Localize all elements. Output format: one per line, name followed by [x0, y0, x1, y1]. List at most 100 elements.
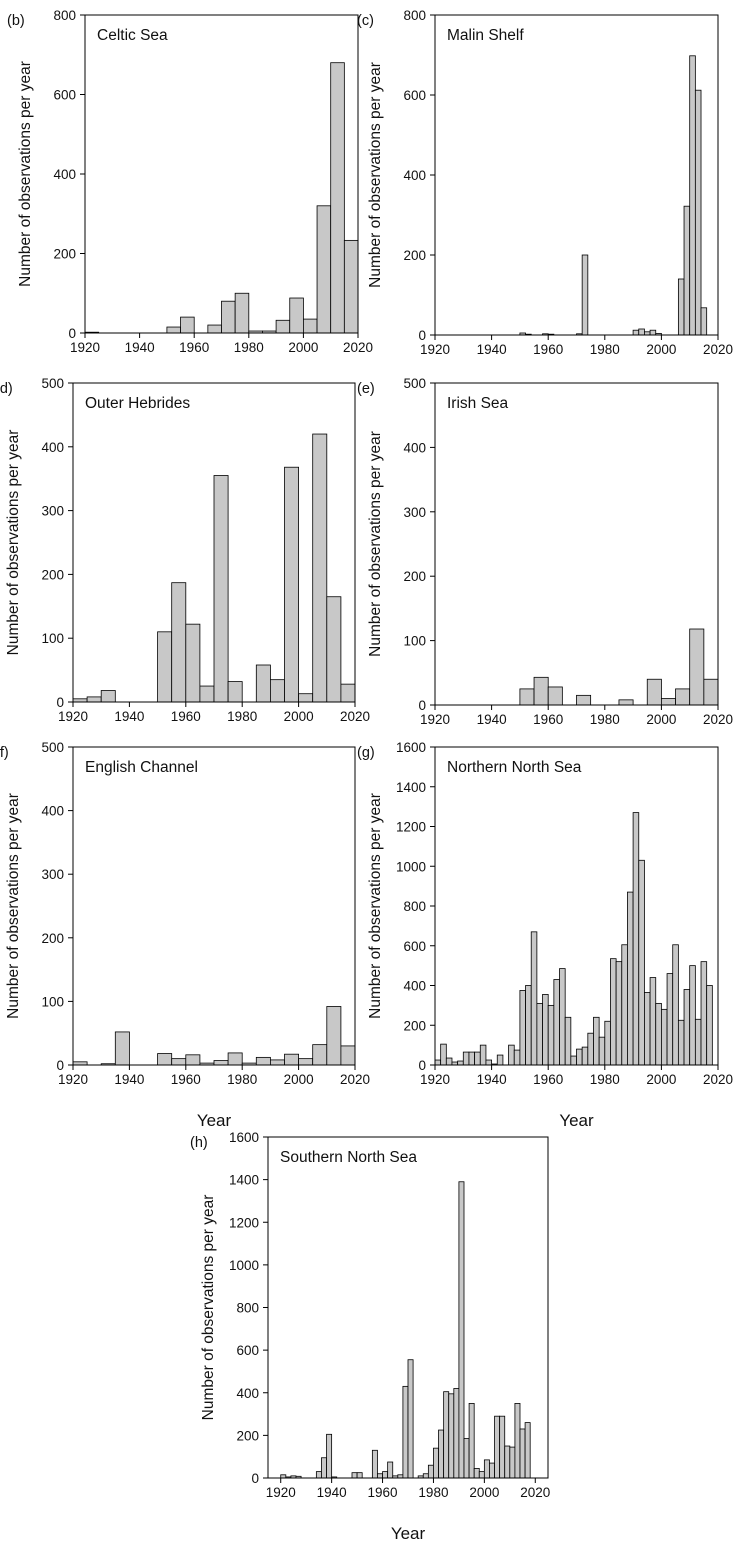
bar [700, 961, 708, 1066]
bar [683, 205, 691, 336]
x-tick-label: 1940 [477, 712, 507, 727]
x-axis-title: Year [197, 1111, 232, 1130]
bar [703, 678, 719, 706]
bar [86, 696, 102, 703]
bar [547, 686, 563, 706]
bar [536, 1002, 543, 1066]
bar [433, 1447, 439, 1479]
x-tick-label: 2020 [703, 712, 733, 727]
y-tick-label: 300 [41, 867, 64, 882]
bar [445, 1057, 453, 1066]
y-tick-label: 400 [403, 979, 426, 994]
bar [269, 679, 285, 703]
y-axis-title: Number of observations per year [367, 62, 384, 288]
x-tick-label: 2020 [340, 1072, 370, 1087]
y-tick-label: 0 [418, 1058, 426, 1073]
bar [666, 973, 674, 1066]
x-tick-label: 1940 [125, 340, 155, 355]
bar [644, 992, 651, 1066]
bar [672, 944, 679, 1066]
y-tick-label: 0 [418, 328, 426, 343]
bar [604, 1020, 611, 1066]
x-axis-title: Year [391, 1524, 426, 1543]
y-axis-title: Number of observations per year [5, 430, 22, 656]
bar [683, 989, 691, 1066]
bar [402, 1385, 409, 1479]
y-tick-label: 800 [236, 1301, 259, 1316]
bar [171, 1058, 187, 1066]
bar [576, 694, 592, 706]
bar [312, 433, 328, 703]
panel-letter: (e) [357, 381, 375, 397]
chart-panel: 1920 1940 1960 1980 2000 2020 0 200 400 600 800 (c)… [357, 8, 733, 357]
bar [157, 631, 173, 703]
bar [199, 685, 215, 703]
bar [330, 62, 345, 334]
y-tick-label: 200 [403, 1018, 426, 1033]
x-tick-label: 1980 [227, 709, 257, 724]
panel-title: Northern North Sea [447, 759, 582, 776]
bar [675, 688, 691, 706]
y-tick-label: 400 [403, 440, 426, 455]
bar [649, 977, 657, 1066]
bar [593, 1016, 600, 1066]
bar [185, 1054, 201, 1066]
x-tick-label: 1920 [58, 709, 88, 724]
bar [508, 1044, 515, 1066]
x-tick-label: 1920 [420, 342, 450, 357]
chart-panel: 1920 1940 1960 1980 2000 2020 0 100 200 300 400 500… [357, 376, 733, 727]
y-tick-label: 1400 [229, 1173, 259, 1188]
bar [694, 1018, 702, 1066]
bar [525, 985, 532, 1066]
y-axis-title: Number of observations per year [17, 61, 34, 287]
x-tick-label: 1920 [70, 340, 100, 355]
bar [302, 318, 318, 334]
y-tick-label: 1200 [229, 1215, 259, 1230]
bar [321, 1457, 327, 1479]
x-tick-label: 1960 [171, 709, 201, 724]
bar [213, 1060, 229, 1066]
bar [496, 1054, 504, 1066]
bar [638, 328, 645, 336]
bar [407, 1359, 414, 1479]
bar [448, 1393, 455, 1479]
bar [180, 316, 195, 334]
x-tick-label: 1920 [58, 1072, 88, 1087]
bar [587, 1032, 594, 1066]
y-tick-label: 100 [41, 631, 64, 646]
y-tick-label: 400 [236, 1386, 259, 1401]
bar [326, 596, 342, 703]
x-tick-label: 1920 [420, 1072, 450, 1087]
panel-title: Southern North Sea [280, 1149, 417, 1166]
bar [185, 623, 201, 703]
bar [298, 693, 314, 703]
bar [499, 1415, 506, 1479]
bar [504, 1445, 511, 1479]
bar [462, 1051, 470, 1066]
x-tick-label: 1960 [368, 1485, 398, 1500]
panel-letter: (d) [0, 381, 13, 397]
chart-panel: 1920 1940 1960 1980 2000 2020 0 200 400 600 800 100… [190, 1130, 550, 1543]
y-tick-label: 500 [41, 740, 64, 755]
bar [661, 1008, 668, 1066]
bar [474, 1051, 481, 1066]
panel-title: Irish Sea [447, 395, 509, 412]
bar [694, 89, 702, 336]
bar [564, 1016, 572, 1066]
y-tick-label: 200 [236, 1428, 259, 1443]
x-tick-label: 1980 [234, 340, 264, 355]
bar [559, 968, 566, 1066]
bar [316, 205, 332, 334]
bar [519, 1428, 526, 1479]
bar [343, 239, 359, 334]
bar [485, 1059, 493, 1066]
y-tick-label: 400 [403, 168, 426, 183]
panel-letter: (h) [190, 1135, 208, 1151]
bar [489, 1462, 495, 1479]
x-tick-label: 1940 [477, 342, 507, 357]
bar [227, 681, 243, 703]
bar [289, 297, 304, 334]
panel-title: Malin Shelf [447, 27, 524, 44]
bar [494, 1415, 501, 1479]
y-tick-label: 100 [403, 634, 426, 649]
